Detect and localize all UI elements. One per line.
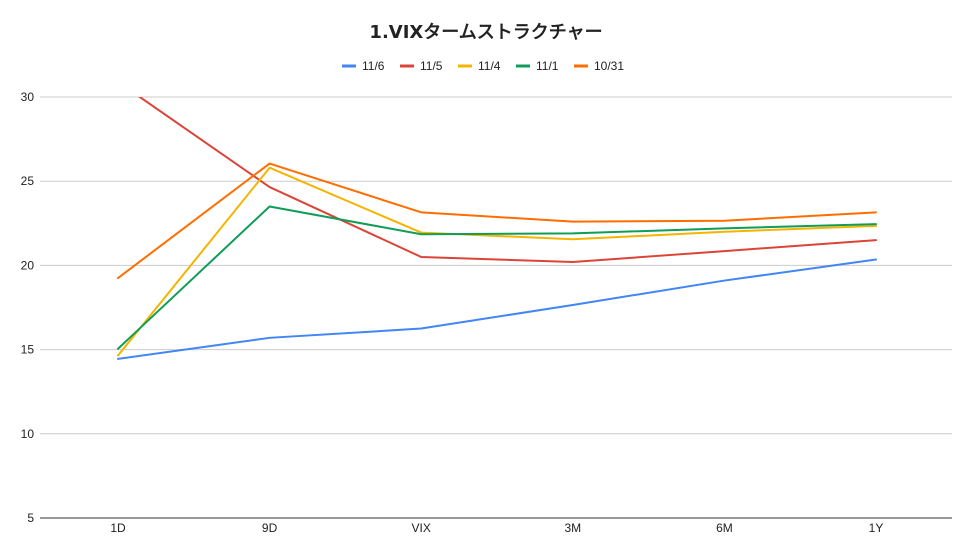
legend-item[interactable]: 10/31: [574, 59, 624, 73]
y-tick-label: 15: [21, 343, 35, 357]
x-tick-label: VIX: [412, 521, 431, 535]
series-line-11-4: [117, 166, 877, 357]
legend-item[interactable]: 11/6: [342, 59, 385, 73]
x-tick-label: 3M: [564, 521, 581, 535]
series-line-10-31: [117, 162, 877, 280]
x-tick-label: 1D: [110, 521, 126, 535]
legend-label: 11/4: [478, 59, 501, 73]
y-tick-label: 5: [27, 511, 34, 525]
legend-item[interactable]: 11/5: [400, 59, 443, 73]
series-lines: [117, 97, 877, 360]
y-axis: 5 10 15 20 25 30: [21, 90, 35, 525]
y-tick-label: 10: [21, 427, 35, 441]
series-line-11-6: [117, 258, 877, 360]
y-tick-label: 20: [21, 258, 35, 272]
series-line-11-5: [138, 97, 877, 264]
y-tick-label: 25: [21, 174, 35, 188]
x-axis: 1D 9D VIX 3M 6M 1Y: [110, 521, 883, 535]
x-tick-label: 1Y: [869, 521, 884, 535]
gridlines: [40, 96, 952, 519]
legend-item[interactable]: 11/4: [458, 59, 501, 73]
legend-label: 11/5: [420, 59, 443, 73]
legend-item[interactable]: 11/1: [516, 59, 559, 73]
series-line-11-1: [117, 205, 877, 350]
legend-label: 11/1: [536, 59, 559, 73]
x-tick-label: 6M: [716, 521, 733, 535]
y-tick-label: 30: [21, 90, 35, 104]
legend: 11/6 11/5 11/4 11/1 10/31: [342, 59, 624, 73]
legend-label: 11/6: [362, 59, 385, 73]
x-tick-label: 9D: [262, 521, 278, 535]
legend-label: 10/31: [594, 59, 624, 73]
chart-title: 1.VIXタームストラクチャー: [369, 22, 602, 43]
